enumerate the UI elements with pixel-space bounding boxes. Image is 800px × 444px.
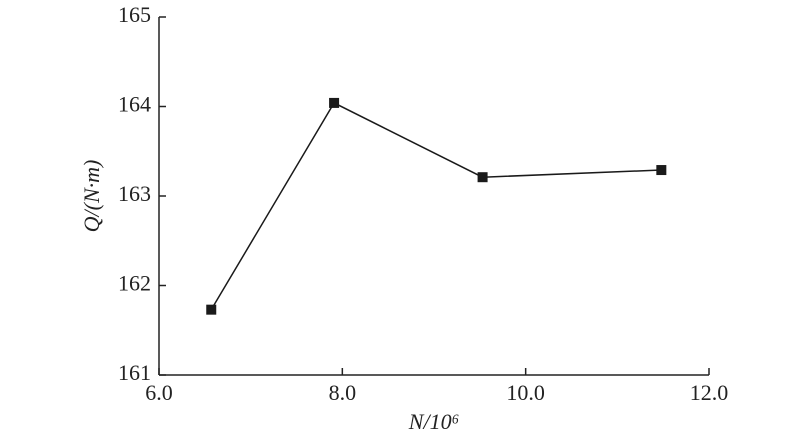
- x-tick-label: 6.0: [145, 380, 173, 405]
- x-tick-label: 8.0: [329, 380, 357, 405]
- y-tick-label: 161: [118, 360, 151, 385]
- point: [206, 304, 217, 315]
- y-tick-label: 162: [118, 271, 151, 296]
- x-tick-label: 10.0: [506, 380, 545, 405]
- y-tick-label: 165: [118, 2, 151, 27]
- series-line: [210, 101, 662, 311]
- y-tick-label: 163: [118, 181, 151, 206]
- y-axis-label: Q/(N·m): [79, 160, 104, 233]
- x-tick-label: 12.0: [690, 380, 729, 405]
- point: [329, 97, 340, 108]
- y-tick-label: 164: [118, 92, 151, 117]
- point: [477, 172, 488, 183]
- x-axis-label: N/10⁶: [408, 409, 459, 434]
- point: [656, 165, 667, 176]
